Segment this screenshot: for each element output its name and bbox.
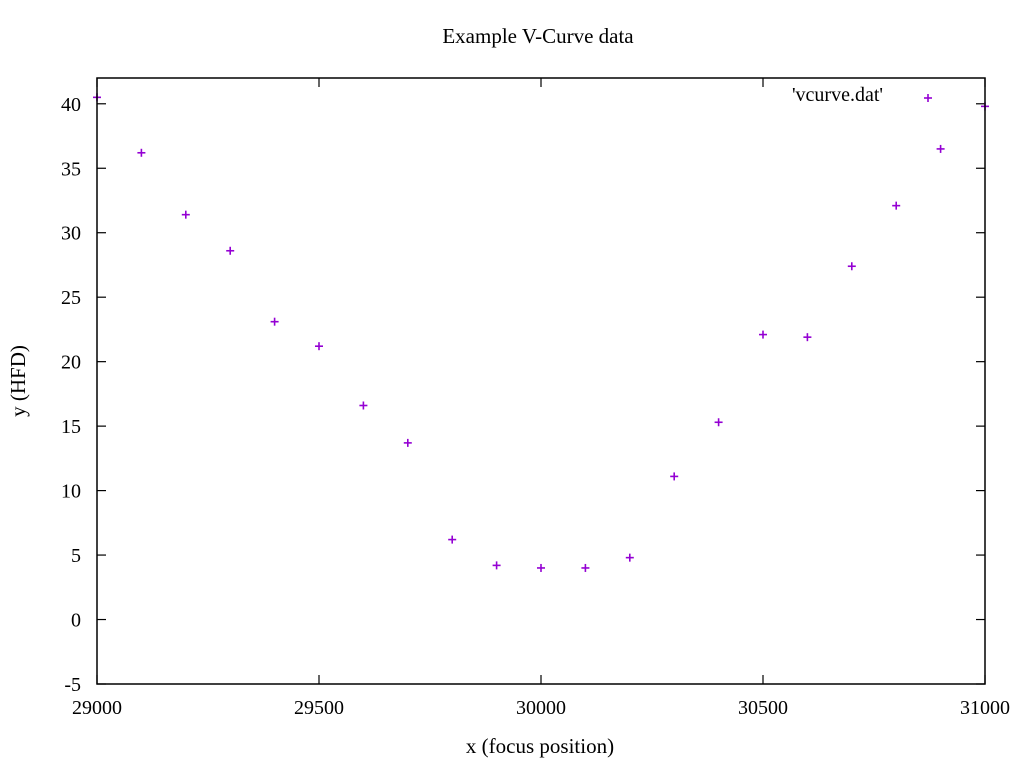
y-tick-label: 35 bbox=[61, 158, 81, 180]
y-tick-label: 10 bbox=[61, 481, 81, 503]
x-tick-label: 30500 bbox=[738, 697, 788, 719]
data-point bbox=[759, 330, 767, 339]
x-tick-label: 30000 bbox=[516, 697, 566, 719]
x-tick-label: 29000 bbox=[72, 697, 122, 719]
data-point bbox=[448, 535, 457, 544]
y-tick-label: 20 bbox=[61, 352, 81, 374]
chart-title: Example V-Curve data bbox=[442, 24, 634, 48]
data-point bbox=[492, 561, 501, 570]
y-axis-label: y (HFD) bbox=[6, 345, 30, 417]
x-tick-label: 29500 bbox=[294, 697, 344, 719]
data-point bbox=[403, 438, 412, 447]
data-point bbox=[270, 317, 279, 326]
legend-label: 'vcurve.dat' bbox=[792, 84, 883, 106]
legend-marker bbox=[924, 94, 932, 102]
y-tick-label: 40 bbox=[61, 94, 81, 116]
data-point bbox=[537, 563, 545, 572]
data-point bbox=[892, 201, 901, 210]
data-point bbox=[936, 144, 945, 153]
data-point bbox=[359, 401, 368, 410]
y-tick-label: 30 bbox=[61, 223, 81, 245]
y-tick-label: 5 bbox=[71, 545, 81, 567]
x-tick-label: 31000 bbox=[960, 697, 1010, 719]
data-points bbox=[93, 93, 989, 572]
plot-frame bbox=[96, 77, 986, 685]
data-point bbox=[581, 563, 590, 572]
data-point bbox=[315, 342, 323, 351]
tick-labels: -5 0 5 10 15 20 25 30 35 40 29000 29500 30000 30500 31… bbox=[61, 94, 1010, 719]
data-point bbox=[625, 553, 634, 562]
data-point bbox=[714, 418, 723, 427]
data-point bbox=[137, 148, 146, 157]
y-tick-label: 0 bbox=[71, 610, 81, 632]
data-point bbox=[803, 333, 812, 342]
data-point bbox=[847, 262, 856, 271]
y-tick-label: -5 bbox=[64, 674, 81, 696]
legend-marker-symbol bbox=[924, 94, 932, 102]
x-axis-label: x (focus position) bbox=[466, 734, 614, 758]
legend: 'vcurve.dat' bbox=[792, 84, 932, 106]
data-point bbox=[670, 472, 679, 481]
y-tick-label: 15 bbox=[61, 416, 81, 438]
y-tick-label: 25 bbox=[61, 287, 81, 309]
data-point bbox=[226, 246, 235, 255]
data-point bbox=[181, 210, 190, 219]
